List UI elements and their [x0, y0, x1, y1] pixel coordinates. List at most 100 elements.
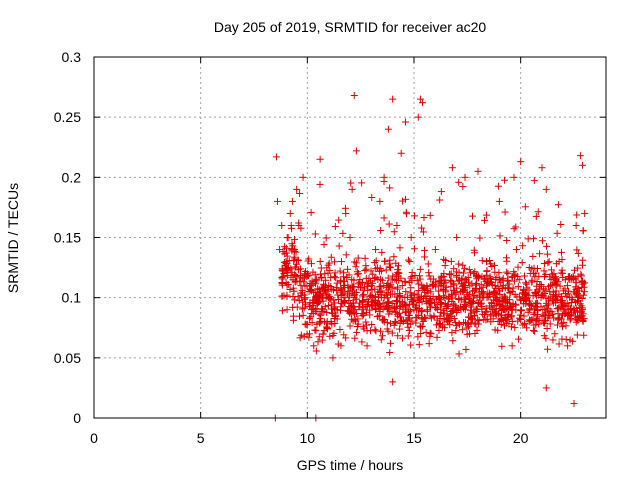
data-point	[334, 291, 342, 299]
data-point	[573, 298, 581, 306]
data-point	[486, 256, 494, 264]
data-point	[491, 276, 499, 284]
data-point	[547, 266, 555, 274]
y-tick-label: 0.25	[54, 109, 81, 125]
data-point	[321, 303, 329, 311]
data-point	[542, 334, 550, 342]
data-point	[333, 287, 341, 295]
data-point	[532, 288, 540, 296]
data-point	[544, 306, 552, 314]
data-point	[288, 197, 296, 205]
data-point	[458, 287, 466, 295]
data-point	[316, 257, 324, 265]
data-point	[402, 208, 410, 216]
data-point	[517, 315, 525, 323]
data-point	[424, 307, 432, 315]
data-point	[449, 337, 457, 345]
data-point	[501, 176, 509, 184]
data-point	[326, 295, 334, 303]
data-point	[404, 256, 412, 264]
data-point	[425, 340, 433, 348]
data-point	[512, 301, 520, 309]
data-point	[504, 285, 512, 293]
data-point	[557, 248, 565, 256]
data-point	[381, 291, 389, 299]
data-point	[487, 311, 495, 319]
data-point	[579, 310, 587, 318]
data-point	[494, 182, 502, 190]
data-point	[521, 290, 529, 298]
data-point	[465, 313, 473, 321]
data-point	[299, 311, 307, 319]
data-point	[415, 293, 423, 301]
data-point	[322, 234, 330, 242]
data-point	[362, 308, 370, 316]
data-point	[385, 220, 393, 228]
data-point	[551, 292, 559, 300]
data-point	[574, 292, 582, 300]
data-point	[359, 296, 367, 304]
data-point	[336, 267, 344, 275]
data-point	[415, 280, 423, 288]
data-point	[306, 299, 314, 307]
data-point	[331, 306, 339, 314]
data-point	[447, 282, 455, 290]
data-point	[427, 296, 435, 304]
data-point	[478, 257, 486, 265]
data-point	[521, 203, 529, 211]
data-point	[573, 211, 581, 219]
data-point	[464, 321, 472, 329]
data-point	[344, 307, 352, 315]
data-point	[404, 332, 412, 340]
data-point	[579, 227, 587, 235]
data-point	[437, 274, 445, 282]
data-point	[384, 298, 392, 306]
data-point	[310, 289, 318, 297]
data-point	[367, 267, 375, 275]
y-tick-label: 0.2	[62, 169, 82, 185]
data-point	[392, 276, 400, 284]
data-point	[573, 316, 581, 324]
data-point	[387, 339, 395, 347]
data-point	[498, 315, 506, 323]
data-point	[335, 216, 343, 224]
data-point	[422, 328, 430, 336]
data-point	[449, 300, 457, 308]
data-point	[570, 306, 578, 314]
data-point	[566, 336, 574, 344]
data-point	[283, 234, 291, 242]
data-point	[451, 319, 459, 327]
data-point	[377, 336, 385, 344]
data-point	[351, 310, 359, 318]
data-point	[336, 325, 344, 333]
data-point	[329, 332, 337, 340]
data-point	[573, 307, 581, 315]
data-point	[373, 264, 381, 272]
data-point	[572, 283, 580, 291]
data-point	[498, 284, 506, 292]
data-point	[358, 338, 366, 346]
data-point	[320, 241, 328, 249]
data-point	[525, 316, 533, 324]
data-point	[517, 158, 525, 166]
data-point	[463, 330, 471, 338]
data-point	[567, 315, 575, 323]
data-point	[384, 327, 392, 335]
data-point	[380, 214, 388, 222]
data-point	[340, 269, 348, 277]
data-point	[409, 298, 417, 306]
data-point	[325, 294, 333, 302]
data-point	[311, 293, 319, 301]
data-point	[553, 281, 561, 289]
data-point	[580, 283, 588, 291]
data-point	[570, 400, 578, 408]
data-point	[375, 267, 383, 275]
data-point	[418, 281, 426, 289]
data-point	[362, 274, 370, 282]
data-point	[337, 258, 345, 266]
data-point	[405, 327, 413, 335]
data-point	[316, 180, 324, 188]
data-point	[368, 301, 376, 309]
data-point	[287, 273, 295, 281]
data-point	[323, 324, 331, 332]
